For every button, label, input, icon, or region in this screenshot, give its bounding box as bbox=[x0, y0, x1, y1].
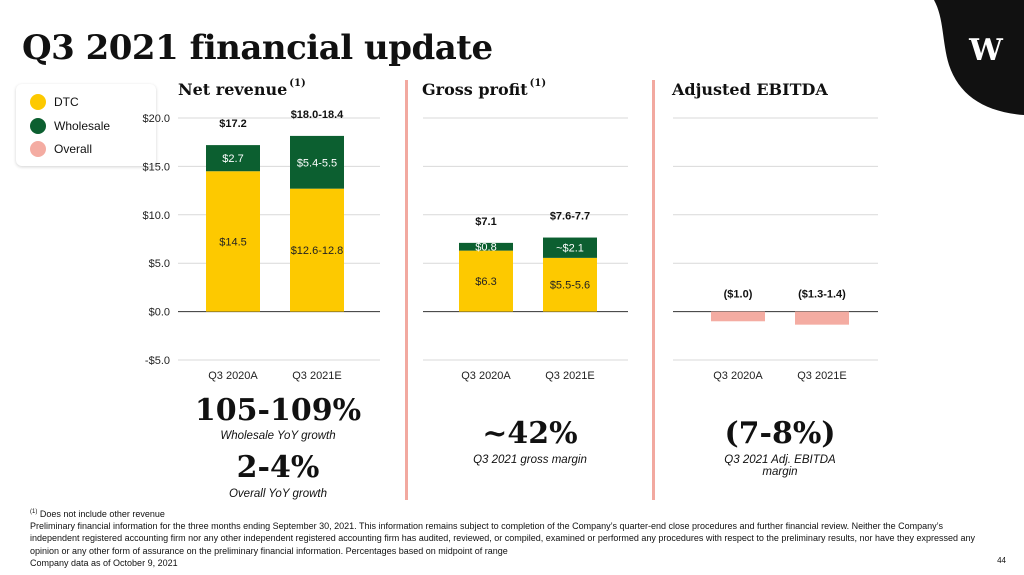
legend-label: DTC bbox=[54, 95, 79, 109]
legend-swatch-wholesale bbox=[30, 118, 46, 134]
segment-label: $5.4-5.5 bbox=[297, 157, 337, 169]
page-number: 44 bbox=[997, 556, 1006, 565]
bar-dtc bbox=[290, 188, 344, 312]
panel-title-text: Gross profit bbox=[422, 80, 528, 99]
legend-item-overall: Overall bbox=[30, 141, 92, 157]
total-label: $18.0-18.4 bbox=[291, 109, 344, 121]
ebitda-margin-label: Q3 2021 Adj. EBITDA margin bbox=[680, 454, 880, 478]
y-tick-label: -$5.0 bbox=[145, 355, 170, 367]
y-tick-label: $0.0 bbox=[149, 307, 170, 319]
footnote-line-2: Preliminary financial information for th… bbox=[30, 521, 976, 556]
segment-label: $2.7 bbox=[222, 153, 243, 165]
legend-swatch-overall bbox=[30, 141, 46, 157]
footnote-line-3: Company data as of October 9, 2021 bbox=[30, 557, 178, 568]
x-tick-label: Q3 2021E bbox=[797, 370, 847, 382]
x-tick-label: Q3 2021E bbox=[292, 370, 342, 382]
bar-wholesale bbox=[206, 145, 260, 172]
footnote-ref: (1) bbox=[289, 78, 306, 89]
legend-label: Overall bbox=[54, 142, 93, 156]
legend-swatch-dtc bbox=[30, 94, 46, 110]
page-title: Q3 2021 financial update bbox=[22, 28, 493, 68]
x-tick-label: Q3 2020A bbox=[208, 370, 258, 382]
bar-dtc bbox=[206, 171, 260, 312]
bar-wholesale bbox=[290, 135, 344, 189]
footnote-marker: (1) bbox=[30, 509, 38, 515]
x-tick-label: Q3 2021E bbox=[545, 370, 595, 382]
ebitda-margin-label-line1: Q3 2021 Adj. EBITDA bbox=[724, 454, 836, 466]
legend-label: Wholesale bbox=[54, 119, 111, 133]
footnote-line-1: (1) Does not include other revenue bbox=[30, 506, 995, 520]
gross-margin-value: ~42% bbox=[482, 416, 578, 451]
bar-dtc bbox=[459, 250, 513, 312]
y-tick-label: $15.0 bbox=[142, 161, 170, 173]
logo-w-mark: W bbox=[968, 33, 1004, 68]
total-label: ($1.0) bbox=[724, 289, 753, 301]
y-tick-label: $5.0 bbox=[149, 258, 170, 270]
panel-title-adj-ebitda: Adjusted EBITDA bbox=[672, 80, 828, 99]
panel-title-text: Net revenue bbox=[178, 80, 288, 99]
panel-title-gross-profit: Gross profit (1) bbox=[422, 78, 547, 99]
segment-label: $5.5-5.6 bbox=[550, 280, 590, 292]
legend-item-dtc: DTC bbox=[30, 94, 79, 110]
segment-label: ~$2.1 bbox=[556, 243, 584, 255]
overall-growth-value: 2-4% bbox=[236, 450, 320, 485]
segment-label: $12.6-12.8 bbox=[291, 245, 344, 257]
y-tick-label: $10.0 bbox=[142, 210, 170, 222]
overall-growth-label: Overall YoY growth bbox=[228, 488, 328, 500]
bar-wholesale bbox=[543, 237, 597, 258]
total-label: $7.1 bbox=[475, 216, 496, 228]
panel-title-text: Adjusted EBITDA bbox=[672, 80, 828, 99]
x-tick-label: Q3 2020A bbox=[713, 370, 763, 382]
total-label: $17.2 bbox=[219, 118, 247, 130]
bar-overall bbox=[795, 311, 849, 325]
bar-dtc bbox=[543, 257, 597, 312]
x-tick-label: Q3 2020A bbox=[461, 370, 511, 382]
segment-label: $0.8 bbox=[475, 242, 496, 254]
ebitda-margin-value: (7-8%) bbox=[724, 416, 836, 451]
wholesale-growth-label: Wholesale YoY growth bbox=[220, 430, 336, 442]
corner-shape bbox=[934, 0, 1024, 115]
ebitda-margin-label-line2: margin bbox=[762, 466, 798, 478]
panel-title-net-revenue: Net revenue (1) bbox=[178, 78, 306, 99]
panel-divider bbox=[652, 80, 655, 500]
footnote-ref: (1) bbox=[529, 78, 547, 89]
wholesale-growth-value: 105-109% bbox=[194, 393, 362, 428]
bar-wholesale bbox=[459, 242, 513, 251]
legend-item-wholesale: Wholesale bbox=[30, 118, 110, 134]
footnote: (1) Does not include other revenue Preli… bbox=[30, 506, 995, 569]
footnote-text: Does not include other revenue bbox=[39, 509, 165, 519]
total-label: ($1.3-1.4) bbox=[798, 289, 846, 301]
brand-corner: W bbox=[934, 0, 1024, 115]
y-tick-label: $20.0 bbox=[142, 113, 170, 125]
segment-label: $14.5 bbox=[219, 236, 247, 248]
panel-divider bbox=[405, 80, 408, 500]
bar-overall bbox=[711, 311, 765, 322]
total-label: $7.6-7.7 bbox=[550, 211, 590, 223]
gross-margin-label: Q3 2021 gross margin bbox=[473, 454, 587, 466]
legend: DTC Wholesale Overall bbox=[16, 84, 156, 166]
segment-label: $6.3 bbox=[475, 276, 496, 288]
